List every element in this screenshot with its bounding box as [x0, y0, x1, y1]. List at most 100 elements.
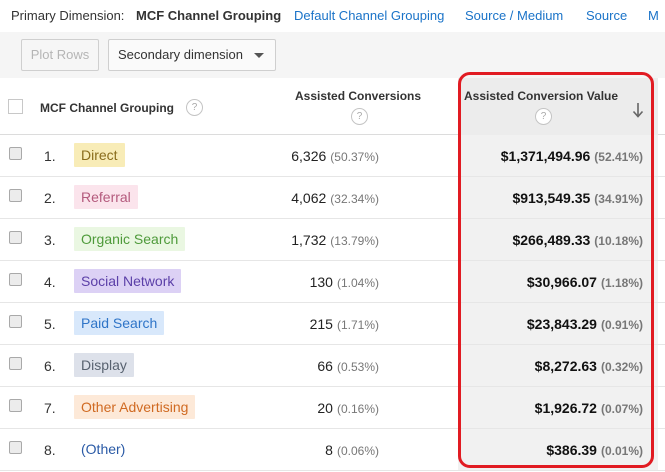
- plot-rows-button[interactable]: Plot Rows: [21, 39, 99, 71]
- assisted-value-amount: $23,843.29: [526, 316, 597, 332]
- channel-link-paid-search[interactable]: Paid Search: [74, 311, 165, 335]
- assisted-conversions-cell: 6,326 (50.37%): [291, 148, 379, 164]
- row-checkbox[interactable]: [9, 441, 22, 454]
- assisted-value-cell: $386.39 (0.01%): [546, 442, 643, 458]
- primary-dimension-label: Primary Dimension:: [11, 8, 125, 23]
- assisted-conversions-cell: 66 (0.53%): [317, 358, 379, 374]
- channel-link-other[interactable]: (Other): [74, 437, 133, 461]
- table-row: 2. Referral 4,062 (32.34%) $913,549.35 (34…: [0, 177, 665, 219]
- assisted-value-percent: (52.41%): [594, 150, 643, 164]
- row-number: 3.: [44, 232, 56, 248]
- assisted-conversions-cell: 130 (1.04%): [310, 274, 379, 290]
- value-cell-background: [458, 345, 658, 386]
- assisted-value-amount: $1,926.72: [534, 400, 597, 416]
- row-checkbox[interactable]: [9, 189, 22, 202]
- row-number: 7.: [44, 400, 56, 416]
- assisted-value-percent: (0.01%): [600, 444, 643, 458]
- row-number: 5.: [44, 316, 56, 332]
- assisted-conversions-percent: (0.53%): [336, 360, 379, 374]
- row-checkbox[interactable]: [9, 399, 22, 412]
- assisted-value-cell: $1,926.72 (0.07%): [535, 400, 643, 416]
- row-checkbox[interactable]: [9, 357, 22, 370]
- row-number: 2.: [44, 190, 56, 206]
- row-checkbox[interactable]: [9, 315, 22, 328]
- value-cell-background: [458, 135, 658, 176]
- assisted-value-percent: (10.18%): [594, 234, 643, 248]
- table-row: 3. Organic Search 1,732 (13.79%) $266,489…: [0, 219, 665, 261]
- assisted-conversions-percent: (32.34%): [330, 192, 379, 206]
- table-row: 6. Display 66 (0.53%) $8,272.63 (0.32%): [0, 345, 665, 387]
- assisted-conversions-percent: (13.79%): [330, 234, 379, 248]
- table-row: 7. Other Advertising 20 (0.16%) $1,926.72…: [0, 387, 665, 429]
- value-cell-background: [458, 387, 658, 428]
- column-header-assisted-conversion-value[interactable]: Assisted Conversion Value: [464, 89, 619, 103]
- assisted-value-cell: $1,371,494.96 (52.41%): [501, 148, 643, 164]
- dimension-link-source-medium[interactable]: Source / Medium: [465, 8, 564, 23]
- channel-link-direct[interactable]: Direct: [74, 143, 125, 167]
- assisted-value-cell: $8,272.63 (0.32%): [535, 358, 643, 374]
- secondary-dimension-label: Secondary dimension: [118, 47, 244, 62]
- assisted-value-cell: $30,966.07 (1.18%): [527, 274, 643, 290]
- assisted-value-amount: $266,489.33: [512, 232, 591, 248]
- value-cell-background: [458, 303, 658, 344]
- assisted-conversions-value: 215: [309, 316, 333, 332]
- dimension-link-default-channel-grouping[interactable]: Default Channel Grouping: [294, 8, 445, 23]
- table-header: MCF Channel Grouping ? Assisted Conversi…: [0, 78, 665, 135]
- assisted-conversions-value: 20: [317, 400, 333, 416]
- assisted-conversions-value: 4,062: [291, 190, 327, 206]
- row-number: 4.: [44, 274, 56, 290]
- assisted-conversions-cell: 215 (1.71%): [310, 316, 379, 332]
- select-all-checkbox[interactable]: [8, 99, 23, 114]
- assisted-value-percent: (34.91%): [594, 192, 643, 206]
- assisted-value-amount: $1,371,494.96: [500, 148, 591, 164]
- assisted-value-amount: $386.39: [546, 442, 597, 458]
- table-row: 1. Direct 6,326 (50.37%) $1,371,494.96 (52…: [0, 135, 665, 177]
- channel-link-other-advertising[interactable]: Other Advertising: [74, 395, 196, 419]
- table-toolbar: Plot Rows Secondary dimension: [0, 32, 665, 78]
- assisted-conversions-percent: (0.06%): [336, 444, 379, 458]
- chevron-down-icon: [254, 53, 264, 58]
- table-row: 4. Social Network 130 (1.04%) $30,966.07(…: [0, 261, 665, 303]
- assisted-conversions-percent: (1.71%): [336, 318, 379, 332]
- channel-link-referral[interactable]: Referral: [74, 185, 138, 209]
- dimension-link-source[interactable]: Source: [586, 8, 628, 23]
- channel-link-social-network[interactable]: Social Network: [74, 269, 182, 293]
- table-row: 8. (Other) 8 (0.06%) $386.39 (0.01%): [0, 429, 665, 471]
- row-number: 6.: [44, 358, 56, 374]
- value-column-header-background: [458, 78, 658, 135]
- help-icon[interactable]: ?: [351, 108, 368, 125]
- row-checkbox[interactable]: [9, 147, 22, 160]
- assisted-conversions-value: 130: [309, 274, 333, 290]
- value-cell-background: [458, 429, 658, 470]
- assisted-conversions-percent: (0.16%): [336, 402, 379, 416]
- assisted-value-cell: $913,549.35 (34.91%): [512, 190, 643, 206]
- row-number: 1.: [44, 148, 56, 164]
- column-header-assisted-conversions[interactable]: Assisted Conversions: [295, 89, 422, 103]
- value-cell-background: [458, 177, 658, 218]
- help-icon[interactable]: ?: [186, 99, 203, 116]
- assisted-value-percent: (0.32%): [600, 360, 643, 374]
- dimension-link-more[interactable]: M: [648, 8, 659, 23]
- row-checkbox[interactable]: [9, 273, 22, 286]
- sort-descending-icon[interactable]: [632, 101, 644, 119]
- assisted-conversions-cell: 4,062 (32.34%): [291, 190, 379, 206]
- dimension-mcf-channel-grouping[interactable]: MCF Channel Grouping: [136, 8, 282, 23]
- assisted-conversions-value: 66: [317, 358, 333, 374]
- column-header-channel[interactable]: MCF Channel Grouping: [40, 101, 174, 115]
- table-row: 5. Paid Search 215 (1.71%) $23,843.29 (0.9…: [0, 303, 665, 345]
- secondary-dimension-dropdown[interactable]: Secondary dimension: [108, 39, 276, 71]
- assisted-value-amount: $913,549.35: [512, 190, 591, 206]
- assisted-value-amount: $30,966.07: [526, 274, 597, 290]
- row-checkbox[interactable]: [9, 231, 22, 244]
- assisted-conversions-value: 6,326: [291, 148, 327, 164]
- assisted-value-cell: $23,843.29 (0.91%): [527, 316, 643, 332]
- assisted-conversions-cell: 1,732 (13.79%): [291, 232, 379, 248]
- assisted-value-amount: $8,272.63: [534, 358, 597, 374]
- assisted-conversions-percent: (1.04%): [336, 276, 379, 290]
- row-number: 8.: [44, 442, 56, 458]
- help-icon[interactable]: ?: [535, 108, 552, 125]
- channel-link-organic-search[interactable]: Organic Search: [74, 227, 186, 251]
- assisted-conversions-cell: 8 (0.06%): [325, 442, 379, 458]
- channel-link-display[interactable]: Display: [74, 353, 134, 377]
- assisted-value-cell: $266,489.33 (10.18%): [512, 232, 643, 248]
